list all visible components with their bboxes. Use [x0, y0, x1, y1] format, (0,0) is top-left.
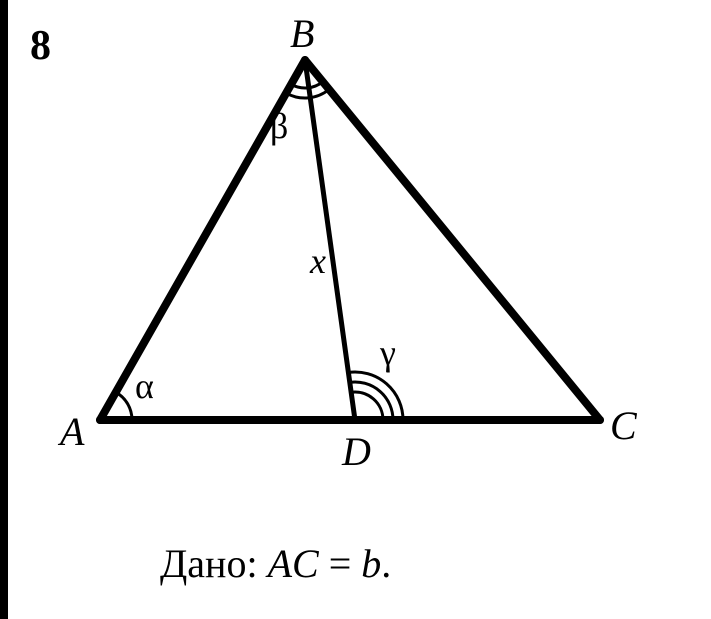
triangle-diagram: A B C D α β γ x: [90, 30, 620, 480]
given-text: Дано: AC = b.: [160, 540, 391, 587]
given-period: .: [381, 541, 391, 586]
triangle-svg: [90, 30, 620, 480]
angle-gamma-label: γ: [380, 332, 396, 374]
angle-beta-label: β: [270, 105, 288, 147]
problem-number: 8: [30, 22, 51, 70]
vertex-c-label: C: [610, 402, 637, 449]
vertex-a-label: A: [60, 408, 84, 455]
given-segment: AC: [268, 541, 319, 586]
vertex-b-label: B: [290, 10, 314, 57]
given-eq: =: [319, 541, 362, 586]
left-border: [0, 0, 8, 619]
vertex-d-label: D: [342, 428, 371, 475]
angle-alpha-label: α: [135, 365, 154, 407]
segment-x-label: x: [310, 240, 326, 282]
given-value: b: [361, 541, 381, 586]
given-prefix: Дано:: [160, 541, 268, 586]
